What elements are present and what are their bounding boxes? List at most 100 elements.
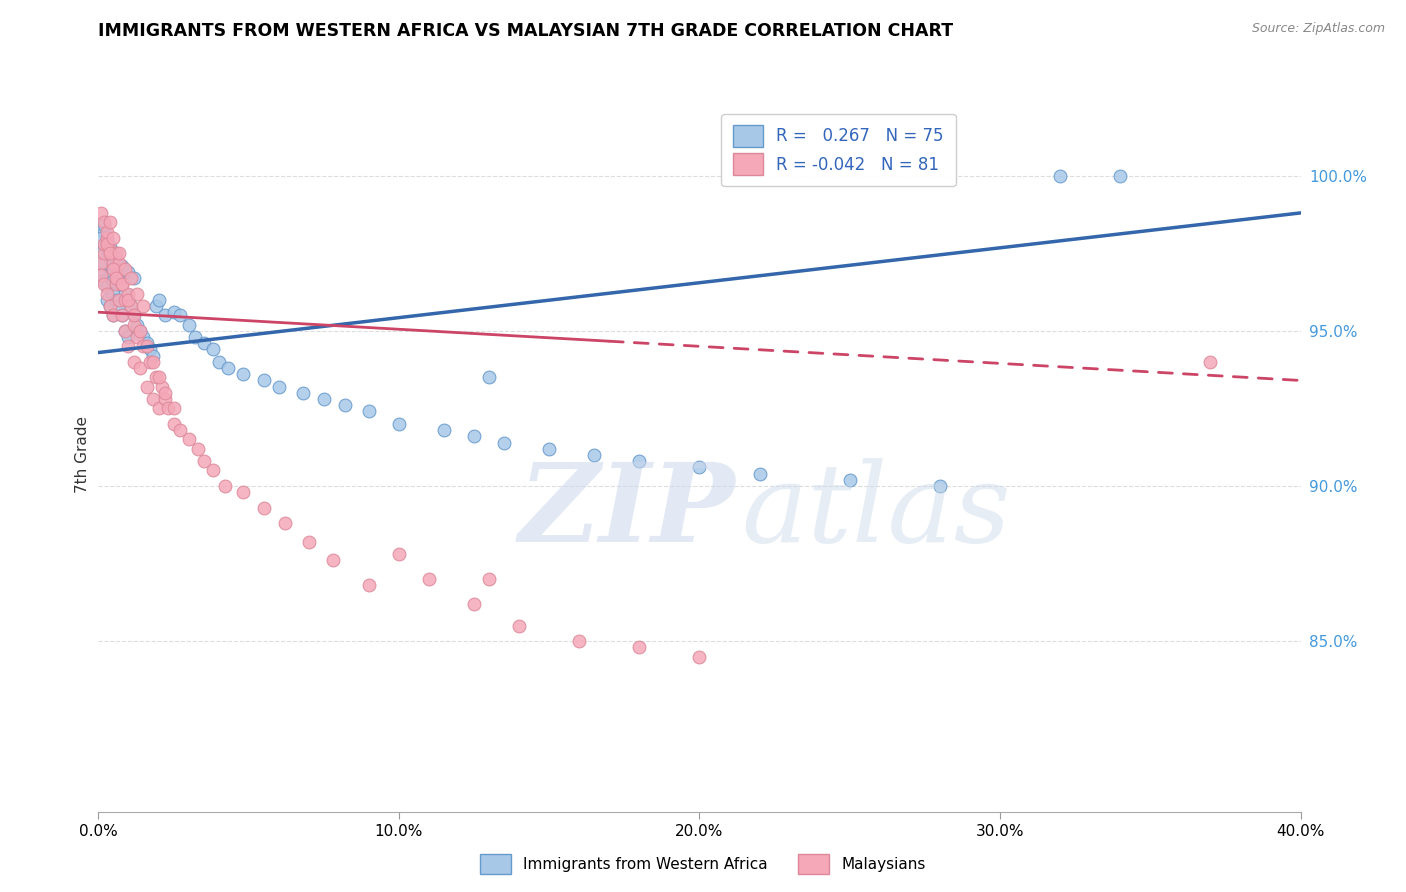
Point [96, 286, 118, 301]
Point [388, 547, 411, 561]
Point [103, 255, 125, 269]
Point [253, 500, 276, 515]
Point [153, 308, 176, 322]
Point [478, 370, 501, 384]
Point [93, 236, 115, 251]
Point [108, 293, 131, 307]
Point [103, 286, 125, 301]
Point [90, 268, 112, 282]
Point [148, 293, 170, 307]
Point [129, 361, 152, 376]
Point [93, 236, 115, 251]
Point [111, 308, 134, 322]
Point [177, 318, 200, 332]
Point [201, 343, 224, 357]
Point [388, 417, 411, 431]
Point [103, 308, 125, 322]
Point [156, 401, 179, 416]
Point [111, 259, 134, 273]
Point [105, 268, 128, 282]
Point [124, 308, 146, 322]
Point [93, 215, 115, 229]
Point [433, 423, 456, 437]
Point [232, 485, 254, 500]
Point [100, 215, 122, 229]
Point [568, 634, 591, 648]
Point [494, 435, 516, 450]
Text: Source: ZipAtlas.com: Source: ZipAtlas.com [1251, 22, 1385, 36]
Point [100, 240, 122, 254]
Point [169, 423, 191, 437]
Point [267, 379, 290, 393]
Point [127, 286, 149, 301]
Point [129, 324, 152, 338]
Point [1049, 169, 1071, 183]
Point [114, 324, 136, 338]
Point [183, 330, 205, 344]
Point [132, 339, 155, 353]
Point [114, 261, 136, 276]
Point [162, 401, 184, 416]
Legend: Immigrants from Western Africa, Malaysians: Immigrants from Western Africa, Malaysia… [474, 848, 932, 880]
Point [153, 392, 176, 406]
Point [127, 330, 149, 344]
Point [103, 231, 125, 245]
Point [90, 246, 112, 260]
Point [357, 404, 380, 418]
Point [124, 271, 146, 285]
Point [100, 299, 122, 313]
Point [929, 479, 952, 493]
Point [108, 277, 131, 292]
Point [90, 261, 112, 276]
Point [201, 463, 224, 477]
Point [117, 293, 139, 307]
Point [105, 246, 128, 260]
Point [628, 640, 651, 655]
Point [93, 246, 115, 260]
Point [357, 578, 380, 592]
Point [111, 277, 134, 292]
Point [103, 261, 125, 276]
Point [96, 293, 118, 307]
Point [100, 246, 122, 260]
Point [463, 597, 485, 611]
Point [96, 234, 118, 248]
Point [169, 308, 191, 322]
Point [96, 280, 118, 294]
Point [232, 368, 254, 382]
Point [93, 219, 115, 233]
Point [96, 231, 118, 245]
Point [96, 243, 118, 257]
Point [100, 243, 122, 257]
Point [90, 255, 112, 269]
Point [145, 299, 167, 313]
Point [153, 385, 176, 400]
Y-axis label: 7th Grade: 7th Grade [75, 417, 90, 493]
Point [148, 370, 170, 384]
Point [111, 277, 134, 292]
Point [90, 206, 112, 220]
Point [508, 618, 530, 632]
Point [135, 379, 157, 393]
Point [114, 324, 136, 338]
Point [689, 649, 711, 664]
Point [274, 516, 297, 531]
Point [105, 271, 128, 285]
Point [93, 277, 115, 292]
Point [187, 442, 209, 456]
Point [538, 442, 561, 456]
Point [150, 379, 173, 393]
Legend: R =   0.267   N = 75, R = -0.042   N = 81: R = 0.267 N = 75, R = -0.042 N = 81 [721, 113, 956, 186]
Point [124, 355, 146, 369]
Point [117, 293, 139, 307]
Point [193, 454, 215, 468]
Point [148, 401, 170, 416]
Point [333, 398, 356, 412]
Point [478, 572, 501, 586]
Point [1109, 169, 1132, 183]
Point [103, 274, 125, 288]
Point [162, 417, 184, 431]
Point [105, 261, 128, 276]
Point [90, 231, 112, 245]
Point [141, 355, 163, 369]
